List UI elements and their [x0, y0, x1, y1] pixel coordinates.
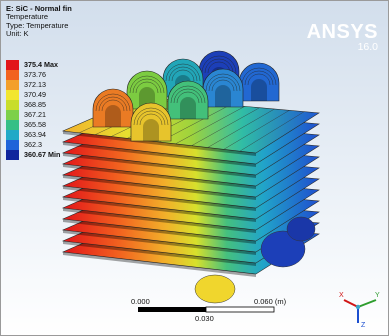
mesh-line	[241, 67, 277, 86]
fin-edge	[63, 142, 256, 167]
legend-label: 360.67 Min	[24, 150, 61, 159]
mesh-line	[129, 75, 165, 94]
legend-swatch	[6, 150, 19, 160]
legend-swatch	[6, 90, 19, 100]
mesh-line	[176, 91, 200, 104]
legend-label: 363.94	[24, 130, 46, 139]
mesh-line	[211, 79, 235, 92]
legend-swatch	[6, 60, 19, 70]
legend-label: 372.13	[24, 80, 46, 89]
tube-loop	[167, 80, 209, 120]
legend-swatch	[6, 80, 19, 90]
legend-swatch	[6, 70, 19, 80]
triad-y-label: Y	[375, 292, 380, 299]
legend-swatch	[6, 140, 19, 150]
mesh-line	[101, 99, 125, 112]
tube-loop-hole	[143, 119, 159, 141]
tube-end-bottom-3	[286, 216, 316, 242]
mesh-line	[171, 69, 195, 82]
mesh-line	[170, 85, 206, 104]
mesh-line	[201, 55, 237, 74]
mesh-line	[207, 61, 231, 74]
mesh-line	[175, 106, 245, 145]
mesh-line	[98, 96, 128, 112]
mesh-line	[191, 107, 260, 146]
fin-edge	[63, 175, 256, 200]
result-title: E: SiC - Normal fin	[6, 4, 72, 13]
tube-loop-hole	[180, 97, 196, 119]
mesh-line	[168, 66, 198, 82]
mesh-line	[204, 58, 234, 74]
result-type: Type: Temperature	[6, 20, 69, 30]
mesh-line	[173, 88, 203, 104]
fin-edge	[63, 241, 256, 266]
legend-swatch	[6, 100, 19, 110]
tube-loop-hole	[105, 105, 121, 127]
tube-loop-hole	[215, 85, 231, 107]
mesh-line	[208, 76, 238, 92]
fin-edge	[63, 164, 256, 189]
legend-label: 365.58	[24, 120, 46, 129]
legend-swatch	[6, 130, 19, 140]
mesh-line	[133, 107, 169, 126]
fin-edge	[63, 186, 256, 211]
mesh-line	[205, 73, 241, 92]
ansys-logo: ANSYS 16.0	[307, 22, 378, 53]
triad-z-label: Z	[361, 322, 366, 328]
legend-swatch	[6, 110, 19, 120]
brand-name: ANSYS	[306, 21, 378, 43]
fin-edge	[63, 208, 256, 233]
tube-end-bottom-1	[194, 274, 236, 304]
contour-legend[interactable]: 375.4 Max 373.76 372.13 370.49 368.85 367.21 3…	[6, 60, 116, 220]
fin-edge	[63, 219, 256, 244]
mesh-line	[135, 81, 159, 94]
scale-mid-label: 0.030	[195, 314, 214, 323]
mesh-line	[207, 108, 275, 148]
legend-label: 370.49	[24, 90, 46, 99]
result-header: E: SiC - Normal fin Temperature Type: Te…	[6, 4, 72, 39]
mesh-line	[244, 70, 274, 86]
scale-right-label: 0.060 (m)	[254, 297, 287, 306]
legend-label: 367.21	[24, 110, 46, 119]
mesh-line	[136, 110, 166, 126]
fin-edge	[63, 131, 256, 156]
mesh-line	[165, 63, 201, 82]
tube-loop	[238, 62, 280, 102]
legend-label: 362.3	[24, 140, 42, 149]
legend-label: 375.4 Max	[24, 60, 58, 69]
tube-loop	[92, 88, 134, 128]
fin-edge	[63, 197, 256, 222]
tube-loop	[126, 70, 168, 110]
mesh-line	[95, 93, 131, 112]
tube-loop	[202, 68, 244, 108]
mesh-line	[139, 113, 163, 126]
fin-edge	[63, 153, 256, 178]
tube-end-bottom-2	[260, 230, 306, 268]
axis-triad[interactable]: X Y Z	[338, 283, 383, 328]
fin-edge	[63, 252, 256, 277]
fin-edge	[63, 230, 256, 255]
legend-swatch	[6, 120, 19, 130]
brand-version: 16.0	[357, 41, 378, 53]
legend-label: 373.76	[24, 70, 46, 79]
scale-left-label: 0.000	[131, 297, 150, 306]
result-name: Temperature	[6, 12, 49, 22]
triad-x-label: X	[339, 292, 344, 299]
tube-loop-hole	[251, 79, 267, 101]
result-unit: Unit: K	[6, 29, 29, 39]
tube-loop	[130, 102, 172, 142]
legend-label: 368.85	[24, 100, 46, 109]
mesh-line	[247, 73, 271, 86]
mesh-line	[132, 78, 162, 94]
mesh-line	[223, 110, 290, 150]
mesh-line	[239, 111, 305, 152]
